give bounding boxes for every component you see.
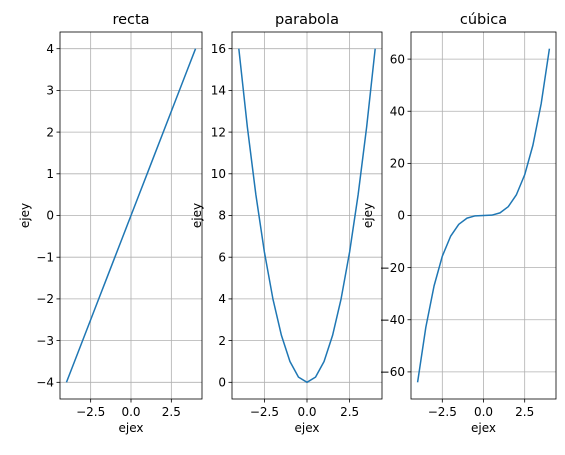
y-tick-label: 12: [211, 125, 226, 139]
chart-panel-1: −2.5 0.0 2.5 −4 −3 −2 −1 0 1 2 3 4 recta ejex ejey: [18, 12, 203, 435]
x-axis-title: ejex: [471, 421, 496, 435]
y-tick-label: 2: [218, 334, 226, 348]
x-tick-label: 2.5: [340, 405, 359, 419]
y-tick-label: 0: [46, 209, 54, 223]
y-tick-label: 40: [390, 104, 405, 118]
x-axis-title: ejex: [295, 421, 320, 435]
y-tick-label: −20: [380, 261, 405, 275]
y-tick-label: −4: [36, 376, 54, 390]
chart-panel-2: −2.5 0.0 2.5 0 2 4 6 8 10 12 14 16 parabola ejex ejey: [190, 12, 383, 435]
series-line: [238, 48, 376, 384]
y-tick-label: 16: [211, 42, 226, 56]
y-tick-label: 20: [390, 157, 405, 171]
y-tick-label: −3: [36, 334, 54, 348]
x-tick-label: 0.0: [297, 405, 316, 419]
chart-title: cúbica: [460, 12, 507, 28]
y-tick-label: −60: [380, 365, 405, 379]
x-tick-label: 2.5: [515, 405, 534, 419]
x-axis-title: ejex: [119, 421, 144, 435]
y-tick-label: 0: [218, 376, 226, 390]
y-tick-label: 0: [397, 209, 405, 223]
y-tick-label: 10: [211, 167, 226, 181]
y-tick-label: 1: [46, 167, 54, 181]
y-tick-label: 4: [218, 292, 226, 306]
y-tick-label: −1: [36, 250, 54, 264]
y-tick-label: 3: [46, 84, 54, 98]
y-tick-label: 4: [46, 42, 54, 56]
y-tick-label: 6: [218, 250, 226, 264]
y-tick-label: 60: [390, 52, 405, 66]
y-tick-label: 14: [211, 84, 226, 98]
x-tick-label: −2.5: [250, 405, 279, 419]
y-tick-label: 8: [218, 209, 226, 223]
y-axis-title: ejey: [190, 203, 204, 228]
x-tick-label: 0.0: [474, 405, 493, 419]
y-tick-label: 2: [46, 125, 54, 139]
chart-panel-3: −2.5 0.0 2.5 −60 −40 −20 0 20 40 60 cúbica ejex ejey: [361, 12, 557, 435]
y-axis-title: ejey: [361, 203, 375, 228]
y-tick-label: −2: [36, 292, 54, 306]
x-tick-label: −2.5: [76, 405, 105, 419]
x-tick-label: 2.5: [162, 405, 181, 419]
series-line: [65, 48, 197, 383]
chart-title: recta: [112, 12, 149, 28]
y-axis-title: ejey: [18, 203, 32, 228]
y-tick-label: −40: [380, 313, 405, 327]
series-line: [416, 48, 551, 383]
x-tick-label: 0.0: [121, 405, 140, 419]
chart-title: parabola: [275, 12, 339, 28]
x-tick-label: −2.5: [428, 405, 457, 419]
